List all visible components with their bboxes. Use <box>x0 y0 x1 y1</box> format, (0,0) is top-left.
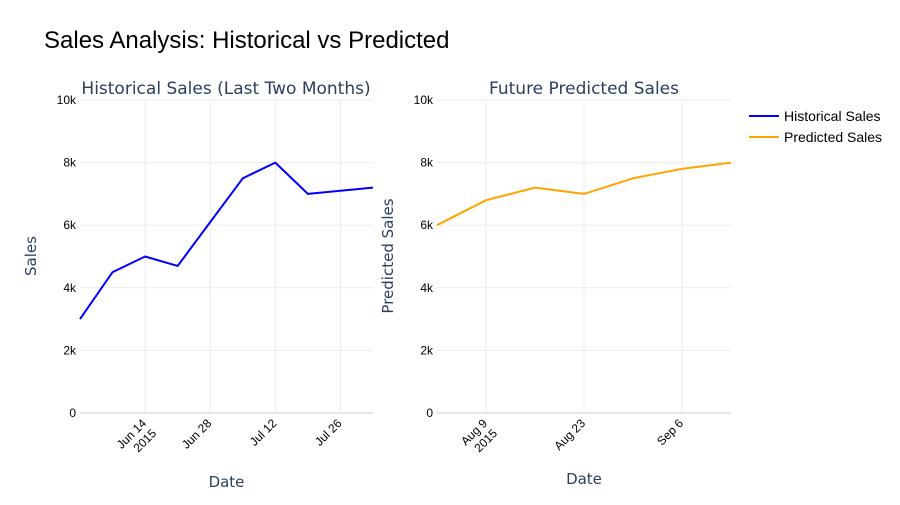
y-tick-label: 10k <box>414 93 434 107</box>
x-tick-label: Jul 26 <box>312 416 345 449</box>
y-tick-label: 8k <box>63 156 77 170</box>
y-tick-label: 2k <box>420 343 434 357</box>
y-tick-label: 0 <box>69 406 76 420</box>
x-tick-label: Aug 23 <box>551 416 588 453</box>
y-tick-label: 10k <box>57 93 77 107</box>
legend-label: Historical Sales <box>784 108 880 124</box>
y-tick-label: 2k <box>63 343 77 357</box>
subplot-title: Future Predicted Sales <box>489 79 679 99</box>
y-tick-label: 4k <box>63 281 77 295</box>
x-tick-label: Jun 28 <box>179 416 215 452</box>
y-tick-label: 8k <box>420 156 434 170</box>
y-tick-label: 0 <box>426 406 433 420</box>
x-axis-title: Date <box>209 473 245 491</box>
y-tick-label: 6k <box>63 218 77 232</box>
x-tick-label: Sep 6 <box>654 416 686 448</box>
y-tick-label: 4k <box>420 281 434 295</box>
series-line-historical-sales <box>79 161 374 320</box>
x-tick-label: Jul 12 <box>247 416 280 449</box>
legend-label: Predicted Sales <box>784 129 882 145</box>
y-tick-label: 6k <box>420 218 434 232</box>
series-line-predicted-sales <box>436 161 732 227</box>
subplot-title: Historical Sales (Last Two Months) <box>81 79 370 99</box>
x-axis-title: Date <box>566 470 602 488</box>
chart-title: Sales Analysis: Historical vs Predicted <box>44 27 450 54</box>
y-axis-title: Sales <box>22 236 40 276</box>
y-axis-title: Predicted Sales <box>379 198 397 313</box>
